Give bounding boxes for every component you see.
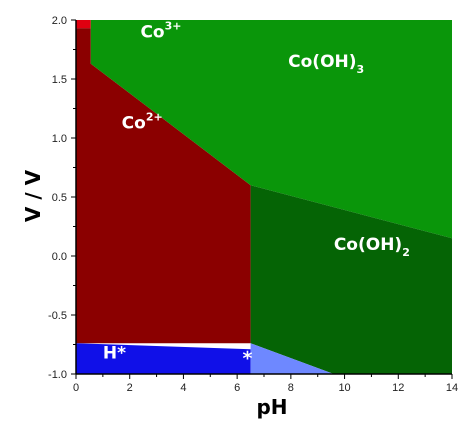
- y-tick-label: 1.5: [52, 74, 67, 86]
- y-axis-title: V / V: [21, 169, 45, 222]
- x-axis-title: pH: [256, 395, 287, 419]
- region-co-oh-2: [250, 185, 452, 374]
- region-label-layer: Co3+ Co2+ Co(OH)3 Co(OH)2 H* *: [103, 20, 410, 370]
- x-tick-label: 0: [73, 382, 79, 394]
- x-tick-label: 10: [338, 382, 350, 394]
- y-tick-label: 2.0: [52, 15, 67, 27]
- y-tick-label: 0.5: [52, 192, 67, 204]
- region-label-co3: Co3+: [140, 20, 181, 43]
- x-tick-label: 14: [446, 382, 458, 394]
- x-tick-label: 12: [392, 382, 404, 394]
- x-tick-label: 4: [180, 382, 186, 394]
- region-label-star: *: [243, 348, 253, 370]
- y-tick-label: -1.0: [48, 369, 67, 381]
- region-label-co-oh-3: Co(OH)3: [288, 52, 364, 76]
- region-co2: [76, 28, 251, 344]
- axes-layer: 0 2 4 6 8 10 12 14 2.0 1.5 1.0 0.5 0.0 -0.5 -1.0: [48, 15, 458, 394]
- region-star: [250, 343, 334, 374]
- region-label-co2: Co2+: [122, 111, 163, 134]
- x-tick-label: 6: [234, 382, 240, 394]
- region-co3: [76, 20, 91, 29]
- region-layer: [76, 20, 453, 374]
- y-tick-label: 1.0: [52, 133, 67, 145]
- region-label-co-oh-2: Co(OH)2: [334, 235, 410, 259]
- region-h: [76, 343, 251, 374]
- region-co-oh-3: [90, 20, 453, 239]
- y-tick-label: 0.0: [52, 251, 67, 263]
- y-tick-label: -0.5: [48, 310, 67, 322]
- x-tick-label: 2: [127, 382, 133, 394]
- region-label-h: H*: [103, 344, 126, 364]
- x-tick-label: 8: [288, 382, 294, 394]
